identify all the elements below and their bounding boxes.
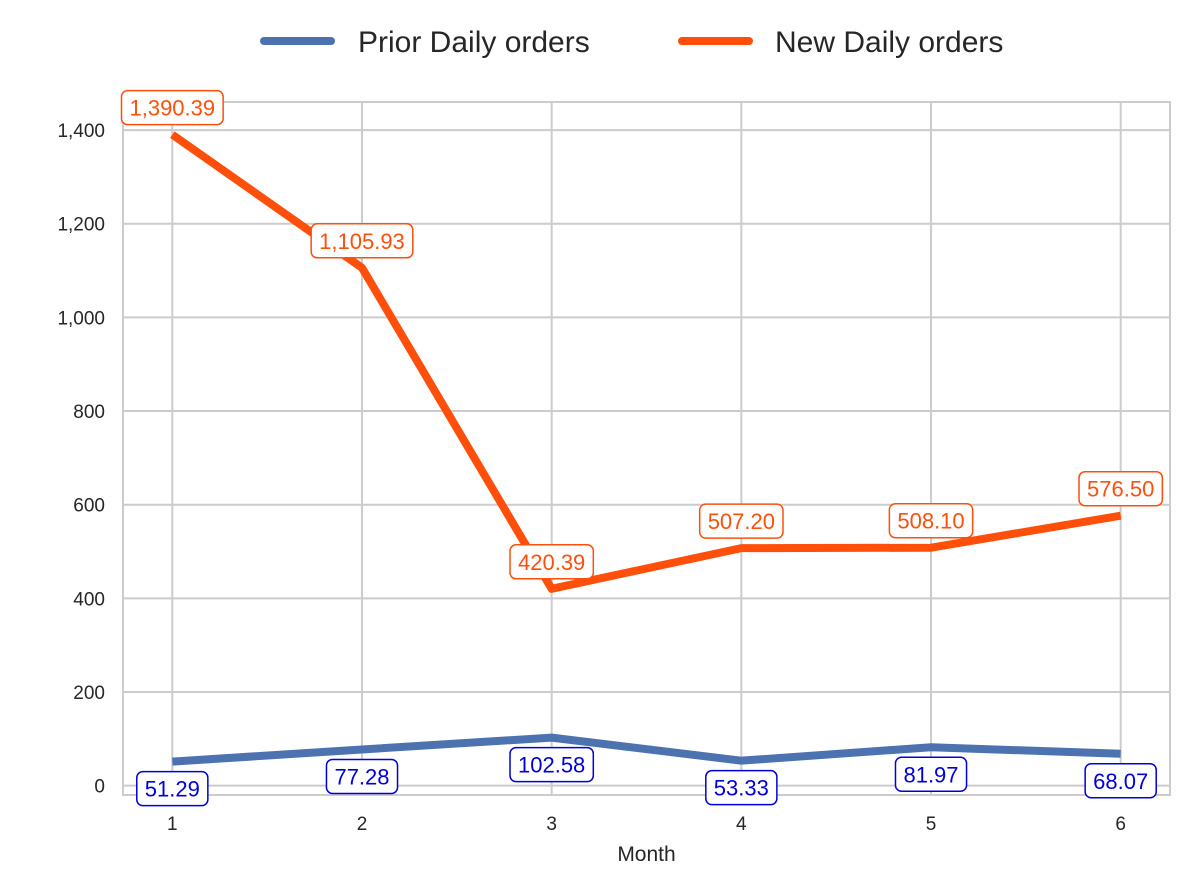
data-label-text: 507.20 [708, 509, 775, 534]
y-tick-label: 1,400 [57, 121, 105, 142]
data-label: 53.33 [706, 771, 777, 805]
data-label: 576.50 [1079, 472, 1162, 506]
data-label-text: 53.33 [714, 776, 769, 801]
x-tick-label: 4 [736, 814, 747, 835]
y-tick-label: 800 [73, 402, 105, 423]
data-label: 1,105.93 [311, 224, 413, 258]
data-label-text: 51.29 [145, 777, 200, 802]
x-axis-title: Month [617, 843, 675, 866]
x-tick-label: 2 [357, 814, 368, 835]
legend-label-prior: Prior Daily orders [358, 26, 590, 59]
data-label: 507.20 [700, 504, 783, 538]
y-tick-label: 1,000 [57, 308, 105, 329]
data-label: 508.10 [889, 504, 972, 538]
legend-label-new: New Daily orders [775, 26, 1003, 59]
y-tick-label: 600 [73, 496, 105, 517]
data-label: 77.28 [326, 759, 397, 793]
x-tick-label: 1 [167, 814, 178, 835]
data-label: 51.29 [137, 772, 208, 806]
data-label-text: 576.50 [1087, 477, 1154, 502]
data-label: 1,390.39 [121, 91, 223, 125]
data-label: 102.58 [510, 748, 593, 782]
data-label: 420.39 [510, 545, 593, 579]
data-label-text: 508.10 [897, 509, 964, 534]
data-label-text: 77.28 [334, 764, 389, 789]
data-label-text: 420.39 [518, 550, 585, 575]
x-tick-label: 3 [546, 814, 557, 835]
data-label: 68.07 [1085, 764, 1156, 798]
data-label-text: 1,390.39 [129, 96, 215, 121]
data-label-text: 1,105.93 [319, 229, 405, 254]
data-label-text: 68.07 [1093, 769, 1148, 794]
y-tick-label: 1,200 [57, 215, 105, 236]
data-label: 81.97 [895, 757, 966, 791]
y-tick-label: 200 [73, 683, 105, 704]
data-label-text: 102.58 [518, 753, 585, 778]
data-label-text: 81.97 [903, 762, 958, 787]
y-tick-label: 400 [73, 589, 105, 610]
x-tick-label: 6 [1115, 814, 1126, 835]
y-tick-label: 0 [94, 777, 105, 798]
x-tick-label: 5 [926, 814, 937, 835]
